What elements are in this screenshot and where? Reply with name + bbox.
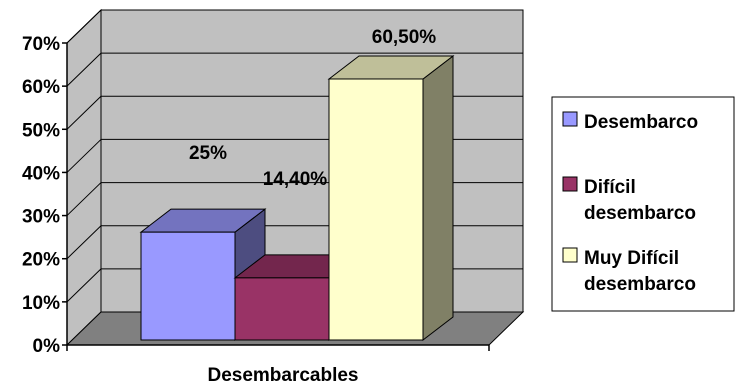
y-tick-label: 40% bbox=[22, 163, 60, 184]
gridline-side bbox=[66, 52, 102, 87]
bar-front bbox=[234, 277, 330, 341]
y-tick-label: 20% bbox=[22, 250, 60, 271]
y-tick-label: 30% bbox=[22, 207, 60, 228]
x-axis-label: Desembarcables bbox=[207, 365, 358, 385]
legend-swatch-2 bbox=[562, 176, 578, 192]
y-tick-label: 0% bbox=[33, 336, 61, 357]
legend: Desembarco Difícil desembarco Muy Difícil de… bbox=[551, 96, 735, 312]
legend-swatch-1 bbox=[562, 111, 578, 127]
data-label-2: 14,40% bbox=[263, 169, 328, 190]
gridline-side bbox=[66, 268, 102, 303]
legend-label-3: Muy Difícil bbox=[584, 248, 679, 269]
y-tick-label: 10% bbox=[22, 293, 60, 314]
y-tick-label: 50% bbox=[22, 120, 60, 141]
legend-label-1: Desembarco bbox=[584, 112, 698, 133]
chart-axes bbox=[66, 43, 490, 351]
bar-front bbox=[328, 78, 424, 341]
data-labels: 25% 14,40% 60,50% bbox=[189, 27, 436, 190]
data-label-1: 25% bbox=[189, 143, 227, 164]
legend-label-2: Difícil bbox=[584, 177, 636, 198]
gridline-side bbox=[66, 225, 102, 260]
legend-swatch-3 bbox=[562, 247, 578, 263]
y-tick-label: 60% bbox=[22, 77, 60, 98]
data-label-3: 60,50% bbox=[372, 27, 437, 48]
bar-3 bbox=[327, 54, 455, 342]
side-wall bbox=[66, 8, 102, 347]
legend-label-3: desembarco bbox=[584, 274, 696, 295]
gridline-side bbox=[66, 9, 102, 44]
bar-side bbox=[422, 54, 454, 342]
y-tick-label: 70% bbox=[22, 34, 60, 55]
gridline-side bbox=[66, 95, 102, 130]
chart-bars bbox=[139, 54, 455, 342]
gridline-side bbox=[66, 182, 102, 216]
bar-front bbox=[140, 231, 236, 341]
legend-box bbox=[551, 96, 735, 312]
y-axis-ticks: 0% 10% 20% 30% 40% 50% 60% 70% bbox=[22, 34, 67, 357]
legend-label-2: desembarco bbox=[584, 203, 696, 224]
gridline-side bbox=[66, 139, 102, 173]
